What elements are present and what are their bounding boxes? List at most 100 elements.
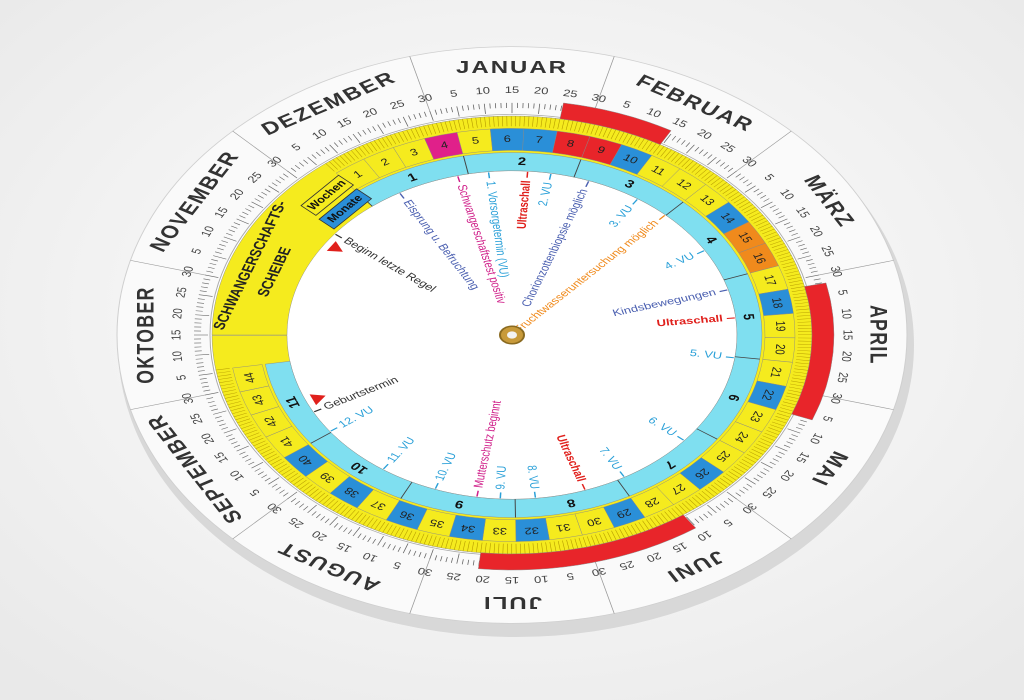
day-tick xyxy=(742,179,749,184)
day-tick xyxy=(278,466,290,473)
day-tick xyxy=(656,146,665,156)
day-label: 5 xyxy=(621,100,632,111)
day-label: 25 xyxy=(388,99,406,112)
day-tick xyxy=(782,264,797,269)
day-tick xyxy=(367,128,372,133)
month-name: APRIL xyxy=(865,305,891,365)
day-tick xyxy=(373,140,381,150)
day-tick xyxy=(386,524,393,535)
day-tick xyxy=(236,445,249,452)
day-label: 20 xyxy=(806,225,825,239)
day-tick xyxy=(768,427,782,433)
day-tick xyxy=(726,170,738,179)
annotation-tick xyxy=(335,233,343,239)
day-tick xyxy=(347,151,356,161)
day-tick xyxy=(569,120,574,131)
day-tick xyxy=(578,121,583,132)
day-tick xyxy=(200,381,208,384)
day-tick xyxy=(725,189,737,197)
day-tick xyxy=(717,480,728,488)
day-tick xyxy=(336,504,346,513)
day-tick xyxy=(242,455,249,459)
day-label: 5 xyxy=(449,89,458,100)
day-tick xyxy=(196,362,204,364)
week-label: 24 xyxy=(731,430,750,444)
day-tick xyxy=(678,156,687,166)
day-tick xyxy=(320,516,326,521)
day-tick xyxy=(779,258,794,263)
day-tick xyxy=(207,266,215,269)
day-tick xyxy=(782,401,797,406)
day-tick xyxy=(362,145,370,155)
day-label: 15 xyxy=(505,575,519,585)
day-tick xyxy=(545,542,548,553)
day-tick xyxy=(786,392,801,396)
annotation-tick xyxy=(581,483,586,490)
day-tick xyxy=(703,513,709,519)
week-label: 41 xyxy=(278,434,297,448)
week-label: 10 xyxy=(621,153,640,167)
day-tick xyxy=(286,170,298,179)
day-tick xyxy=(771,421,785,427)
day-label: 10 xyxy=(533,573,549,584)
week-label: 5 xyxy=(471,136,480,147)
day-label: 10 xyxy=(228,468,248,482)
day-tick xyxy=(578,537,583,548)
week-label: 9 xyxy=(595,145,606,156)
day-tick xyxy=(299,482,310,490)
day-tick xyxy=(760,462,773,469)
day-tick xyxy=(663,149,672,159)
day-tick xyxy=(358,146,367,156)
day-tick xyxy=(211,259,219,262)
day-tick xyxy=(408,115,412,121)
day-tick xyxy=(419,533,425,544)
day-label: 15 xyxy=(212,206,231,220)
day-tick xyxy=(273,461,285,468)
day-tick xyxy=(445,107,448,113)
day-tick xyxy=(719,478,731,486)
day-tick xyxy=(415,532,421,543)
day-tick xyxy=(324,518,330,523)
day-tick xyxy=(333,142,339,147)
day-tick xyxy=(788,229,796,233)
day-tick xyxy=(329,144,338,154)
day-tick xyxy=(475,542,479,553)
day-tick xyxy=(392,119,396,125)
day-tick xyxy=(788,437,796,441)
month-divider xyxy=(665,201,684,216)
day-tick xyxy=(223,392,238,396)
week-label: 20 xyxy=(772,344,787,355)
day-tick xyxy=(778,255,792,260)
day-tick xyxy=(370,519,378,529)
day-tick xyxy=(381,137,389,147)
day-label: 20 xyxy=(228,188,248,202)
day-tick xyxy=(791,377,806,381)
day-tick xyxy=(343,507,353,517)
day-tick xyxy=(733,466,746,474)
week-label: 36 xyxy=(398,508,417,521)
day-tick xyxy=(790,286,805,289)
annotation: Ultraschall xyxy=(515,180,533,229)
day-label: 20 xyxy=(475,573,491,584)
day-tick xyxy=(793,371,808,374)
day-tick xyxy=(778,215,785,219)
day-tick xyxy=(216,371,231,374)
day-tick xyxy=(773,418,787,424)
ultrasound-band xyxy=(559,102,672,145)
day-tick xyxy=(562,540,566,551)
week-label: 37 xyxy=(369,498,388,512)
annotation-tick xyxy=(619,471,625,477)
day-tick xyxy=(713,179,724,188)
day-tick xyxy=(343,137,348,143)
day-tick xyxy=(769,461,776,466)
annotation-tick xyxy=(658,215,666,221)
day-tick xyxy=(710,177,721,186)
day-tick xyxy=(444,121,449,132)
day-tick xyxy=(795,362,810,365)
day-tick xyxy=(199,290,207,292)
day-tick xyxy=(242,426,256,432)
day-tick xyxy=(704,173,715,181)
day-tick xyxy=(282,173,289,178)
day-tick xyxy=(790,380,805,384)
day-tick xyxy=(328,161,338,170)
